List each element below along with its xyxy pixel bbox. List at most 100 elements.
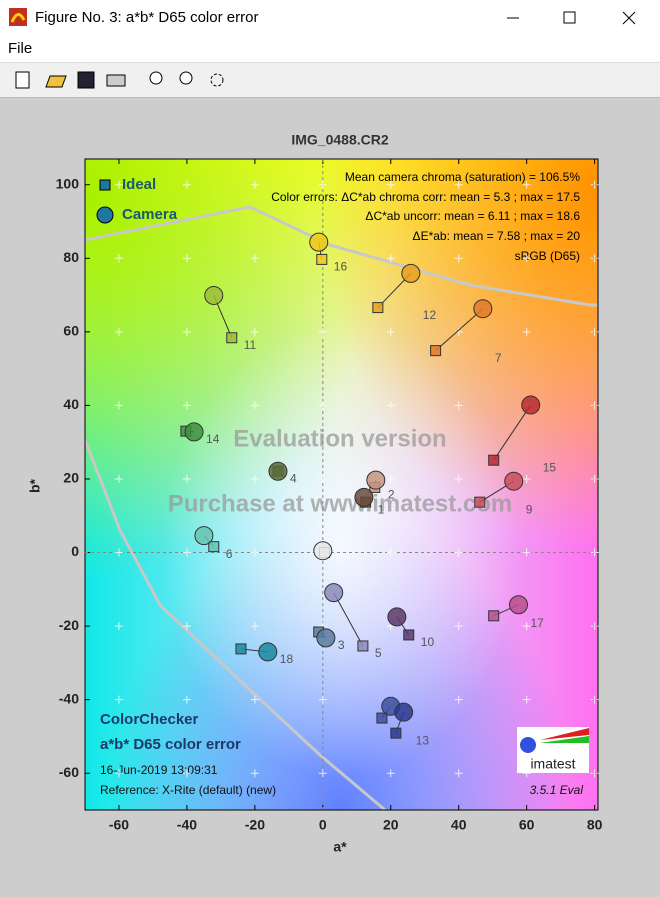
camera-marker	[381, 696, 401, 716]
error-connector	[493, 404, 532, 461]
y-tick-label: 100	[56, 175, 80, 191]
menu-bar: File	[0, 35, 660, 63]
grid-mark	[454, 180, 463, 189]
patch-label: 10	[421, 635, 435, 649]
grid-mark	[386, 327, 395, 336]
camera-marker	[504, 471, 524, 491]
y-tick-label: -40	[59, 690, 79, 706]
grid-mark	[386, 548, 395, 557]
patch-label: 18	[280, 652, 294, 666]
grid-mark	[590, 769, 599, 778]
title-bar-icons: Figure No. 3: a*b* D65 color error	[9, 8, 636, 26]
x-tick-label: 60	[519, 817, 535, 833]
zoom-in-button[interactable]	[149, 71, 163, 85]
camera-marker	[354, 487, 374, 507]
background	[85, 159, 598, 810]
legend-marker	[99, 179, 111, 191]
grid-mark	[250, 622, 259, 631]
camera-marker	[366, 470, 386, 490]
annotation: ΔC*ab uncorr: mean = 6.11 ; max = 18.6	[365, 209, 580, 223]
annotation: Color errors: ΔC*ab chroma corr: mean = …	[271, 190, 580, 204]
grid-mark	[182, 769, 191, 778]
grid-mark	[522, 622, 531, 631]
grid-mark	[590, 180, 599, 189]
grid-mark	[250, 254, 259, 263]
grid-mark	[318, 180, 327, 189]
ideal-marker	[403, 629, 415, 641]
new-button[interactable]	[15, 71, 30, 89]
grid-mark	[590, 254, 599, 263]
y-tick-label: -60	[59, 764, 79, 780]
patch-label: 14	[206, 432, 220, 446]
close-button[interactable]	[622, 11, 636, 25]
patch-label: 7	[495, 351, 502, 365]
footer-subtitle: a*b* D65 color error	[100, 736, 241, 753]
grid-mark	[318, 769, 327, 778]
grid-mark	[590, 327, 599, 336]
grid-mark	[386, 401, 395, 410]
toolbar	[0, 63, 660, 98]
patch-label: 5	[375, 646, 382, 660]
patch-label: 16	[334, 260, 348, 274]
menu-item[interactable]: File	[8, 40, 33, 57]
rotate-button[interactable]	[210, 73, 224, 87]
grid-mark	[522, 180, 531, 189]
camera-marker	[521, 395, 541, 415]
plot-background	[85, 159, 598, 810]
ideal-marker	[357, 640, 369, 652]
error-connector	[374, 480, 377, 488]
print-button[interactable]	[106, 74, 126, 87]
plot-frame	[84, 158, 599, 811]
grid-mark	[318, 254, 327, 263]
grid-mark	[454, 769, 463, 778]
grid-mark	[454, 695, 463, 704]
ideal-marker	[360, 496, 372, 508]
zoom-out-button[interactable]	[179, 71, 193, 85]
save-button[interactable]	[77, 71, 95, 89]
gamut-boundary	[85, 439, 386, 810]
grid-mark	[454, 254, 463, 263]
x-tick-label: -40	[177, 817, 197, 833]
open-button[interactable]	[45, 75, 67, 88]
error-connector	[395, 711, 405, 734]
camera-marker	[184, 422, 204, 442]
grid-mark	[522, 695, 531, 704]
x-axis-label: a*	[333, 839, 347, 855]
error-connector	[318, 631, 327, 639]
ideal-marker	[180, 425, 192, 437]
error-connector	[479, 480, 515, 503]
y-tick-label: 60	[63, 323, 79, 339]
ideal-marker	[226, 332, 238, 344]
grid-mark	[454, 548, 463, 557]
logo-stripe	[540, 728, 589, 740]
gamut-boundary	[85, 205, 598, 307]
grid-mark	[386, 769, 395, 778]
error-connector	[381, 705, 392, 719]
grid-mark	[182, 622, 191, 631]
logo-box	[517, 727, 589, 773]
background	[85, 159, 598, 810]
maximize-button[interactable]	[563, 11, 576, 24]
footer-title: ColorChecker	[100, 711, 199, 728]
grid-mark	[250, 695, 259, 704]
camera-marker	[313, 541, 333, 561]
grid-mark	[114, 695, 123, 704]
version: 3.5.1 Eval	[530, 783, 584, 797]
grid-mark	[590, 548, 599, 557]
grid-mark	[114, 327, 123, 336]
ideal-marker	[376, 712, 388, 724]
ideal-marker	[316, 253, 328, 265]
error-connector	[396, 616, 410, 636]
grid-mark	[318, 401, 327, 410]
ideal-marker	[319, 547, 331, 559]
app-icon	[9, 8, 27, 26]
y-tick-label: 40	[63, 396, 79, 412]
grid-mark	[318, 695, 327, 704]
grid-mark	[250, 327, 259, 336]
grid-mark	[114, 401, 123, 410]
grid-mark	[522, 769, 531, 778]
grid-mark	[522, 254, 531, 263]
legend-marker	[96, 206, 114, 224]
error-connector	[493, 604, 519, 617]
